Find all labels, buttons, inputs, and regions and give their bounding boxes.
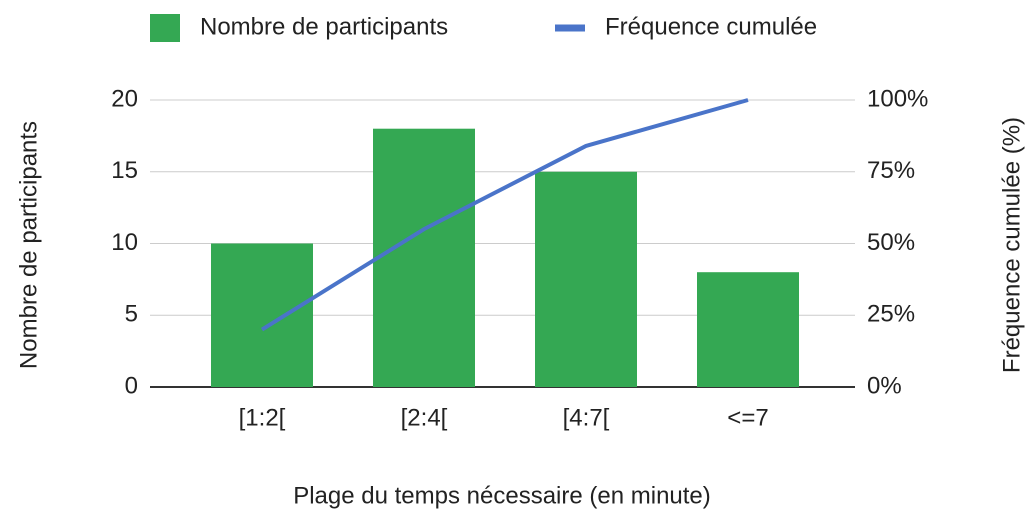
y2-tick-label: 100% bbox=[867, 85, 928, 112]
y2-tick-label: 75% bbox=[867, 157, 915, 184]
bar bbox=[373, 128, 475, 387]
legend-label: Nombre de participants bbox=[200, 13, 448, 40]
y2-tick-label: 25% bbox=[867, 301, 915, 328]
x-axis-title: Plage du temps nécessaire (en minute) bbox=[293, 482, 711, 509]
y2-axis-title: Fréquence cumulée (%) bbox=[998, 117, 1025, 373]
y-tick-label: 20 bbox=[111, 85, 138, 112]
x-tick-label: [4:7[ bbox=[563, 404, 610, 431]
bar bbox=[535, 171, 637, 387]
bar bbox=[211, 243, 313, 387]
x-tick-label: [2:4[ bbox=[401, 404, 448, 431]
bar bbox=[697, 272, 799, 387]
legend-label: Fréquence cumulée bbox=[605, 13, 817, 40]
y-tick-label: 0 bbox=[125, 372, 138, 399]
y-tick-label: 10 bbox=[111, 229, 138, 256]
y-tick-label: 5 bbox=[125, 301, 138, 328]
line bbox=[260, 98, 749, 332]
y-axis-title: Nombre de participants bbox=[15, 121, 42, 369]
y2-tick-label: 50% bbox=[867, 229, 915, 256]
x-tick-label: <=7 bbox=[727, 404, 768, 431]
x-tick-label: [1:2[ bbox=[239, 404, 286, 431]
y-tick-label: 15 bbox=[111, 157, 138, 184]
y2-tick-label: 0% bbox=[867, 372, 902, 399]
legend-swatch bbox=[150, 14, 180, 42]
